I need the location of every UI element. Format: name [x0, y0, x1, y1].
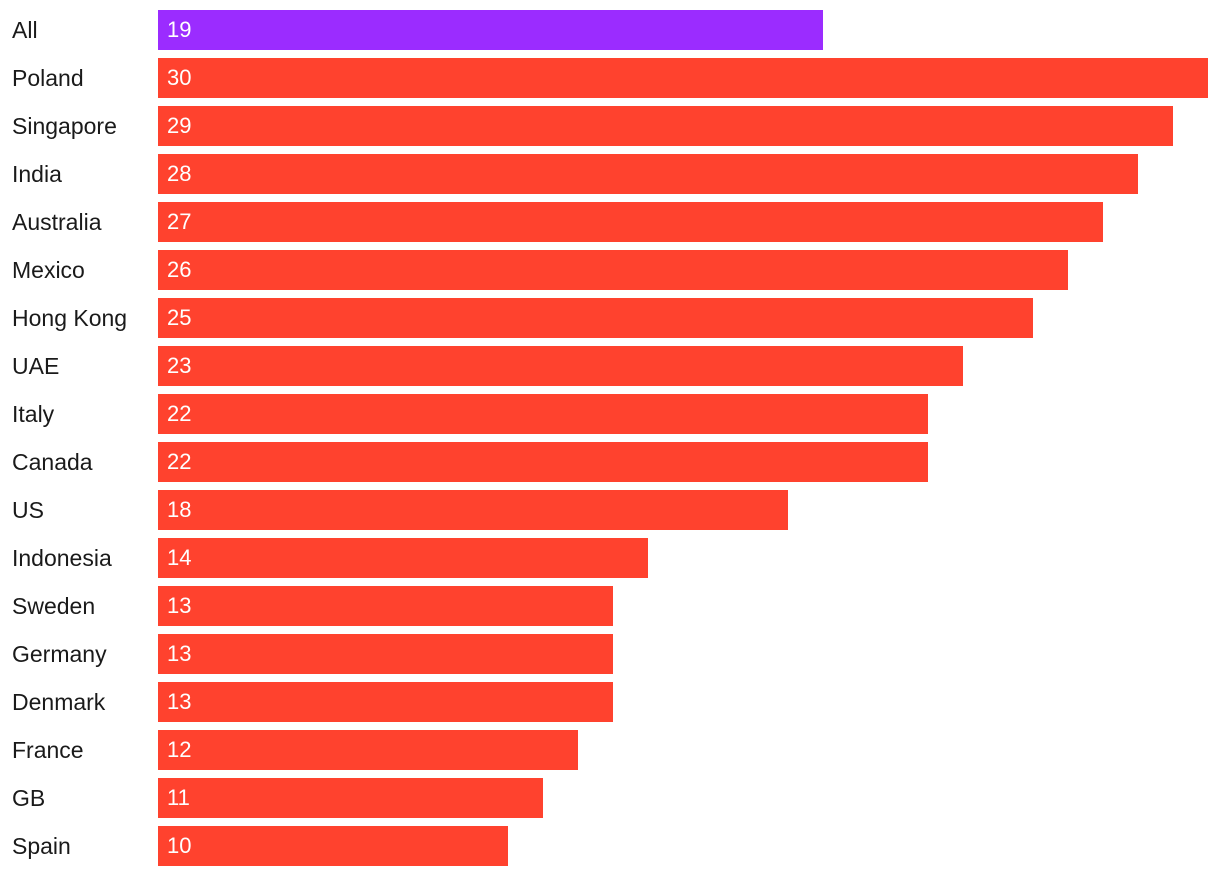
category-label: Mexico [12, 257, 85, 283]
bar-value-label: 25 [167, 305, 192, 330]
bar-value-label: 30 [167, 65, 192, 90]
bar-row: Indonesia 14 [0, 538, 1220, 578]
bar-value-label: 26 [167, 257, 192, 282]
bar-row: Denmark 13 [0, 682, 1220, 722]
bar-row: UAE 23 [0, 346, 1220, 386]
category-label: GB [12, 785, 46, 811]
bar-value-label: 14 [167, 545, 192, 570]
bar: 13 [158, 682, 613, 722]
bar-row: Sweden 13 [0, 586, 1220, 626]
bar-value-label: 11 [167, 785, 190, 810]
bar: 22 [158, 442, 928, 482]
category-label: Singapore [12, 113, 117, 139]
bar-value-label: 10 [167, 833, 192, 858]
bar-value-label: 22 [167, 449, 192, 474]
bar-row: Australia 27 [0, 202, 1220, 242]
bar: 30 [158, 58, 1208, 98]
bar-value-label: 28 [167, 161, 192, 186]
bar-value-label: 13 [167, 593, 192, 618]
bar: 12 [158, 730, 578, 770]
bar-row: Singapore 29 [0, 106, 1220, 146]
bar-value-label: 23 [167, 353, 192, 378]
bar: 18 [158, 490, 788, 530]
bar: 13 [158, 634, 613, 674]
bar: 27 [158, 202, 1103, 242]
bar: 14 [158, 538, 648, 578]
category-label: Sweden [12, 593, 96, 619]
bar-value-label: 13 [167, 641, 192, 666]
category-label: Denmark [12, 689, 106, 715]
bar: 25 [158, 298, 1033, 338]
bar-row: Hong Kong 25 [0, 298, 1220, 338]
bar-row: Mexico 26 [0, 250, 1220, 290]
bar-row: India 28 [0, 154, 1220, 194]
category-label: All [12, 17, 38, 43]
bar-row: GB 11 [0, 778, 1220, 818]
category-label: US [12, 497, 44, 523]
bar: 22 [158, 394, 928, 434]
category-label: Indonesia [12, 545, 112, 571]
category-label: Germany [12, 641, 107, 667]
bar-row: All 19 [0, 10, 1220, 50]
category-label: Hong Kong [12, 305, 128, 331]
bar: 11 [158, 778, 543, 818]
bar: 28 [158, 154, 1138, 194]
bar: 19 [158, 10, 823, 50]
bar-row: Italy 22 [0, 394, 1220, 434]
bar-value-label: 19 [167, 17, 192, 42]
bar-row: France 12 [0, 730, 1220, 770]
bar: 10 [158, 826, 508, 866]
bar: 23 [158, 346, 963, 386]
bar-value-label: 18 [167, 497, 192, 522]
bar: 29 [158, 106, 1173, 146]
bar: 13 [158, 586, 613, 626]
category-label: Canada [12, 449, 93, 475]
category-label: Poland [12, 65, 84, 91]
bar-row: US 18 [0, 490, 1220, 530]
category-label: Spain [12, 833, 71, 859]
bar-row: Germany 13 [0, 634, 1220, 674]
category-label: India [12, 161, 62, 187]
category-label: France [12, 737, 84, 763]
bar-value-label: 12 [167, 737, 192, 762]
bar: 26 [158, 250, 1068, 290]
category-label: UAE [12, 353, 60, 379]
bar-value-label: 13 [167, 689, 192, 714]
category-label: Australia [12, 209, 102, 235]
bar-value-label: 22 [167, 401, 192, 426]
bar-value-label: 29 [167, 113, 192, 138]
bar-row: Spain 10 [0, 826, 1220, 866]
bar-row: Canada 22 [0, 442, 1220, 482]
bar-value-label: 27 [167, 209, 192, 234]
category-label: Italy [12, 401, 55, 427]
bar-row: Poland 30 [0, 58, 1220, 98]
